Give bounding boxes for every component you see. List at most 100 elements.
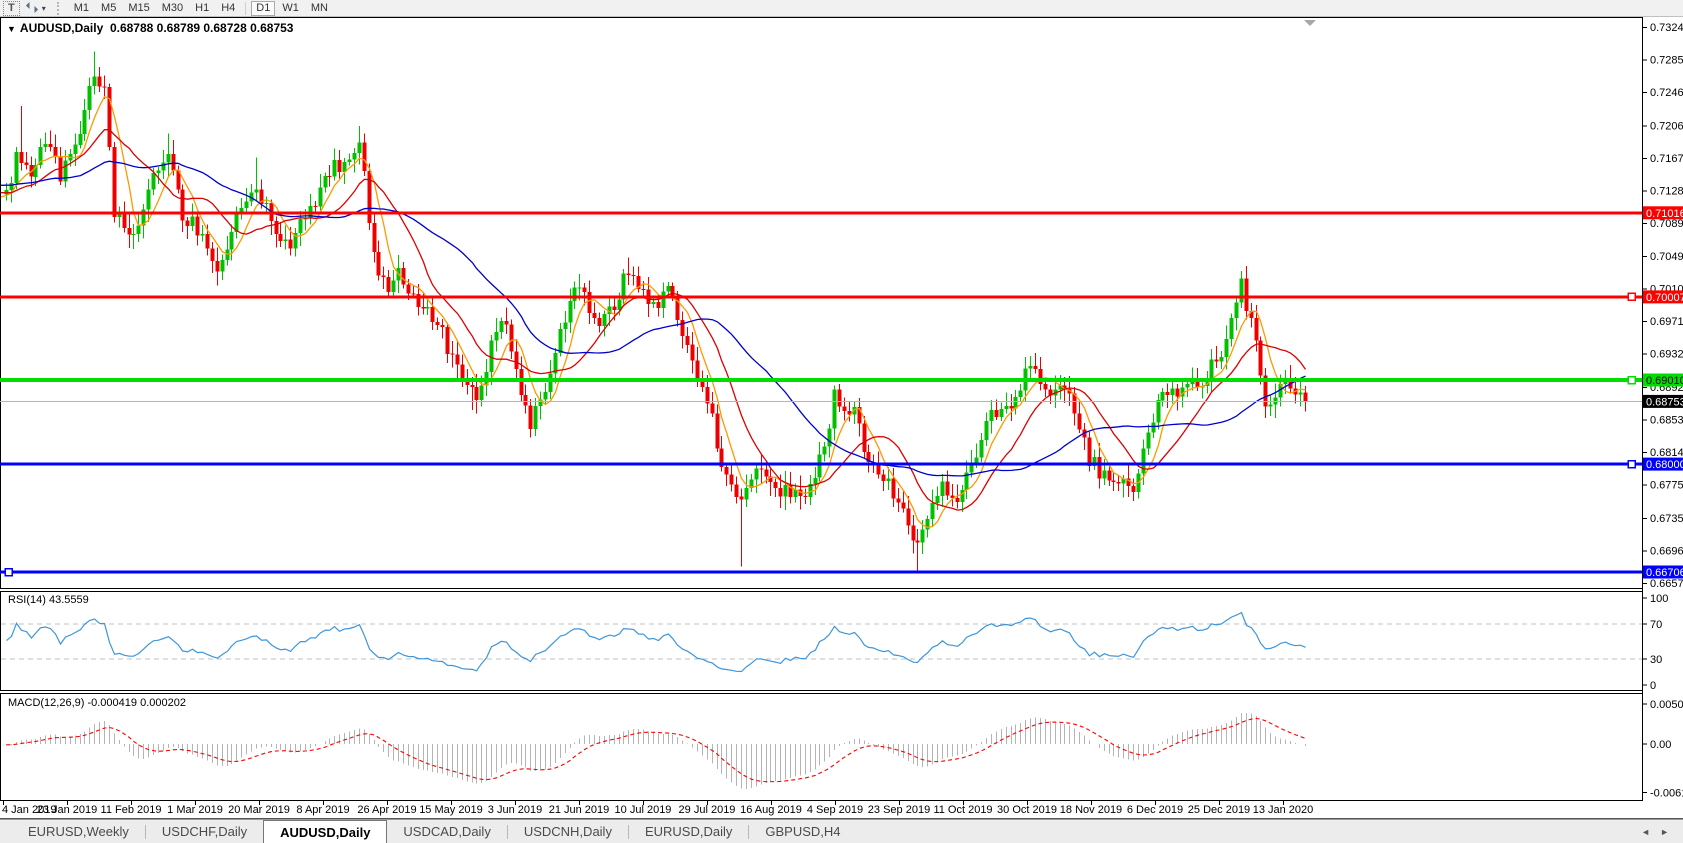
- date-tick-label: 15 May 2019: [419, 804, 483, 816]
- horizontal-lines: [0, 211, 1643, 577]
- date-tick-label: 11 Oct 2019: [933, 804, 992, 816]
- rsi-line: [6, 611, 1306, 673]
- macd-tick-label: 0.00: [1650, 739, 1671, 751]
- timeframe-button-m15[interactable]: M15: [123, 1, 154, 16]
- timeframe-button-h1[interactable]: H1: [190, 1, 214, 16]
- chart-title: ▼ AUDUSD,Daily 0.68788 0.68789 0.68728 0.…: [7, 21, 293, 35]
- hline-drag-handle[interactable]: [1627, 459, 1636, 469]
- macd-tick-label: -0.006148: [1650, 788, 1683, 800]
- date-tick-label: 20 Mar 2019: [228, 804, 290, 816]
- timeframe-button-m30[interactable]: M30: [157, 1, 188, 16]
- rsi-level-label: 70: [1650, 619, 1662, 631]
- chart-tab-eurusd-daily[interactable]: EURUSD,Daily: [644, 824, 733, 839]
- date-tick-label: 10 Jul 2019: [615, 804, 672, 816]
- rsi-indicator-label: RSI(14) 43.5559: [8, 594, 89, 606]
- macd-histogram: [6, 712, 1306, 789]
- date-tick-label: 6 Dec 2019: [1127, 804, 1183, 816]
- hline-drag-handle[interactable]: [4, 567, 13, 577]
- rsi-level-label: 100: [1650, 593, 1668, 605]
- chart-tab-gbpusd-h4[interactable]: GBPUSD,H4: [765, 824, 841, 839]
- tab-separator: [506, 824, 508, 839]
- svg-text:0.71016: 0.71016: [1646, 208, 1683, 220]
- chart-tab-usdcnh-daily[interactable]: USDCNH,Daily: [523, 824, 612, 839]
- tabbar-spacer: [0, 820, 12, 843]
- chart-tab-usdchf-daily[interactable]: USDCHF,Daily: [161, 824, 248, 839]
- hline-drag-handle[interactable]: [1627, 375, 1636, 385]
- timeframe-button-d1[interactable]: D1: [251, 0, 276, 16]
- date-tick-label: 18 Nov 2019: [1060, 804, 1122, 816]
- arrow-styles-button[interactable]: ▾: [22, 0, 50, 17]
- price-axis-badge: 0.71016: [1643, 206, 1683, 220]
- date-tick-label: 16 Aug 2019: [740, 804, 802, 816]
- tab-separator: [627, 824, 629, 839]
- dropdown-caret-icon: ▾: [41, 3, 46, 13]
- svg-text:0.66706: 0.66706: [1646, 567, 1683, 579]
- timeframe-toolbar: M1 M5 M15 M30 H1 H4 D1 W1 MN: [68, 0, 334, 16]
- rsi-panel: 100 70 30 0: [1, 593, 1668, 692]
- timeframe-button-mn[interactable]: MN: [306, 1, 333, 16]
- toolbar-separator: [245, 1, 247, 15]
- date-tick-label: 30 Oct 2019: [997, 804, 1057, 816]
- date-tick-label: 23 Sep 2019: [868, 804, 930, 816]
- macd-panel: 0.005076 0.00 -0.006148: [6, 699, 1683, 800]
- date-tick-label: 4 Sep 2019: [807, 804, 863, 816]
- moving-average-lines: [1, 95, 1307, 529]
- date-tick-label: 3 Jun 2019: [488, 804, 542, 816]
- date-tick-label: 21 Jun 2019: [549, 804, 610, 816]
- timeframe-button-w1[interactable]: W1: [277, 1, 304, 16]
- chart-ohlc-quote: 0.68788 0.68789 0.68728 0.68753: [109, 21, 294, 35]
- rsi-level-label: 30: [1650, 654, 1662, 666]
- date-tick-label: 8 Apr 2019: [296, 804, 349, 816]
- macd-signal-line: [6, 717, 1306, 783]
- date-tick-label: 25 Dec 2019: [1188, 804, 1250, 816]
- chart-tab-usdcad-daily[interactable]: USDCAD,Daily: [403, 824, 491, 839]
- chart-symbol-period: AUDUSD,Daily: [19, 21, 104, 35]
- timeframe-button-m1[interactable]: M1: [69, 1, 94, 16]
- price-axis-badge: 0.68000: [1643, 457, 1683, 471]
- date-tick-label: 4 Jan 2019: [2, 804, 56, 816]
- rsi-level-label: 0: [1650, 680, 1656, 692]
- chart-dropdown-icon[interactable]: ▼: [7, 24, 16, 34]
- timeframe-button-h4[interactable]: H4: [216, 1, 240, 16]
- svg-text:0.68000: 0.68000: [1646, 459, 1683, 471]
- text-tool-button[interactable]: T: [3, 0, 20, 16]
- tab-separator: [748, 824, 750, 839]
- hline-drag-handle[interactable]: [1627, 292, 1636, 302]
- timeframe-button-m5[interactable]: M5: [96, 1, 121, 16]
- tab-scroll-right-icon[interactable]: ►: [1660, 826, 1669, 837]
- date-tick-label: 23 Jan 2019: [37, 804, 98, 816]
- macd-tick-label: 0.005076: [1650, 699, 1683, 711]
- toolbar-grip: [56, 1, 64, 15]
- price-axis-badge: 0.66706: [1643, 565, 1683, 579]
- date-tick-label: 29 Jul 2019: [679, 804, 736, 816]
- chart-tab-eurusd-weekly[interactable]: EURUSD,Weekly: [28, 824, 129, 839]
- tab-separator: [144, 824, 146, 839]
- toolbar: T ▾ M1 M5 M15 M30 H1 H4 D1 W1 MN: [0, 0, 1683, 17]
- svg-text:0.68753: 0.68753: [1646, 396, 1683, 408]
- date-tick-label: 1 Mar 2019: [167, 804, 223, 816]
- price-axis-badge: 0.69010: [1643, 373, 1683, 387]
- tab-scroll-left-icon[interactable]: ◄: [1641, 826, 1651, 837]
- chart-tab-audusd-daily[interactable]: AUDUSD,Daily: [263, 820, 388, 843]
- chart-tab-bar: EURUSD,Weekly USDCHF,Daily AUDUSD,Daily USD…: [0, 819, 1683, 843]
- price-axis-badge: 0.68753: [1643, 394, 1683, 408]
